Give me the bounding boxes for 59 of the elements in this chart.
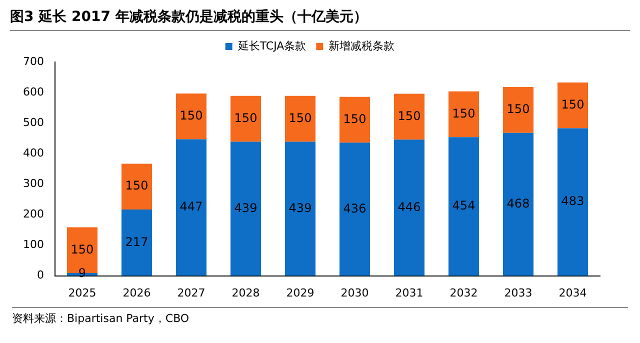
x-tick-label: 2028 (232, 286, 260, 300)
bar (284, 142, 316, 276)
x-tick-label: 2032 (450, 286, 478, 300)
data-label: 454 (452, 198, 476, 213)
data-label: 150 (561, 97, 584, 112)
data-label: 483 (561, 194, 584, 208)
y-tick-label: 0 (36, 268, 44, 282)
x-tick-label: 2030 (340, 286, 369, 300)
data-label: 150 (452, 106, 476, 120)
data-label: 439 (288, 200, 312, 215)
x-tick-label: 2025 (68, 286, 96, 300)
data-label: 447 (180, 200, 203, 214)
data-label: 446 (398, 200, 421, 214)
x-tick-label: 2029 (286, 286, 314, 300)
data-label: 439 (234, 200, 258, 215)
data-label: 436 (343, 201, 366, 216)
data-label: 150 (343, 112, 366, 126)
legend-label: 新增减税条款 (328, 39, 395, 52)
data-label: 150 (398, 108, 421, 123)
bar (394, 94, 425, 140)
x-tick-label: 2026 (122, 286, 151, 300)
data-label: 217 (125, 234, 148, 249)
y-tick-label: 600 (22, 85, 44, 98)
data-label: 150 (506, 102, 530, 116)
x-tick-label: 2027 (177, 286, 206, 300)
y-tick-label: 200 (22, 208, 44, 221)
data-label: 150 (70, 242, 94, 256)
bar (394, 140, 425, 276)
bar (121, 210, 152, 276)
chart-title: 图3 延长 2017 年减税条款仍是减税的重头（十亿美元） (10, 8, 630, 31)
y-tick-label: 300 (22, 177, 44, 190)
bar (502, 132, 534, 276)
data-label: 150 (234, 110, 258, 125)
bar (176, 93, 207, 140)
data-label: 150 (125, 178, 148, 193)
legend-label: 延长TCJA条款 (236, 39, 306, 52)
bar (557, 128, 588, 276)
bar (448, 91, 480, 138)
data-label: 150 (288, 110, 312, 125)
y-tick-label: 100 (22, 238, 44, 252)
bar (121, 164, 152, 210)
y-tick-label: 400 (22, 146, 44, 160)
text: 资料来源：Bipartisan Party，CBO (12, 307, 628, 326)
bar (230, 96, 262, 142)
data-label: 150 (180, 108, 203, 122)
bar (557, 82, 588, 128)
bar (230, 142, 262, 276)
bar (339, 96, 370, 143)
x-tick-label: 2033 (504, 286, 532, 300)
bar (339, 142, 370, 276)
y-tick-label: 500 (22, 116, 44, 129)
data-label: 468 (506, 196, 530, 210)
bar (448, 137, 480, 276)
bar (176, 139, 207, 276)
x-tick-label: 2031 (395, 286, 424, 300)
bar (284, 96, 316, 142)
bar (502, 87, 534, 133)
y-tick-label: 700 (22, 54, 44, 68)
x-tick-label: 2034 (558, 286, 587, 300)
